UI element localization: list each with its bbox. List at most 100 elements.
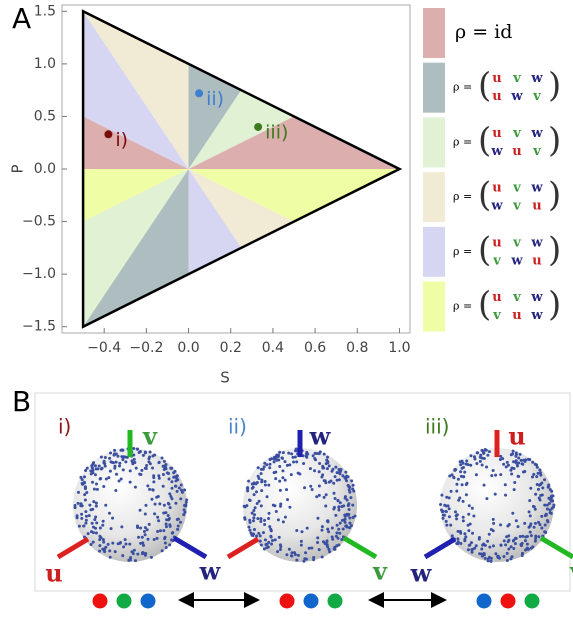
dot — [77, 502, 80, 505]
dot — [478, 536, 481, 539]
color-dot — [93, 594, 108, 609]
dot — [456, 537, 459, 540]
dot — [136, 553, 139, 556]
dot — [129, 469, 132, 472]
dot — [514, 542, 517, 545]
dot — [538, 496, 541, 499]
dot — [324, 479, 327, 482]
dot — [252, 486, 255, 489]
dot — [260, 489, 263, 492]
dot — [158, 477, 161, 480]
dot — [534, 540, 537, 543]
dot — [183, 504, 186, 507]
dot — [336, 471, 339, 474]
dot — [466, 482, 469, 485]
dot — [331, 526, 334, 529]
dot — [297, 472, 300, 475]
dot — [338, 532, 341, 535]
dot — [167, 472, 170, 475]
dot — [325, 540, 328, 543]
dot — [323, 453, 326, 456]
color-dot — [328, 594, 343, 609]
dot — [268, 525, 271, 528]
legend-letter: w — [530, 308, 543, 323]
dot — [151, 488, 154, 491]
dot — [89, 508, 92, 511]
dot — [256, 517, 259, 520]
dot — [91, 466, 94, 469]
dot — [165, 467, 168, 470]
dot — [165, 522, 168, 525]
dot — [108, 549, 111, 552]
dot — [257, 466, 260, 469]
legend-letter: w — [530, 181, 543, 196]
dot — [121, 448, 124, 451]
dot — [139, 526, 142, 529]
dot — [136, 448, 139, 451]
dot — [504, 543, 507, 546]
dot — [284, 516, 287, 519]
dot — [534, 522, 537, 525]
dot — [461, 483, 464, 486]
dot — [515, 537, 518, 540]
dot — [115, 461, 118, 464]
dot — [174, 475, 177, 478]
dot — [337, 509, 340, 512]
dot — [327, 530, 330, 533]
dot — [77, 491, 80, 494]
axis-letter: w — [199, 557, 222, 586]
paren: ) — [548, 285, 561, 325]
dot — [153, 512, 156, 515]
panel-label: A — [12, 2, 31, 35]
dot — [472, 515, 475, 518]
dot — [110, 527, 113, 530]
dot — [551, 507, 554, 510]
dot — [142, 544, 145, 547]
dot — [533, 526, 536, 529]
dot — [153, 538, 156, 541]
dot — [260, 517, 263, 520]
dot — [257, 532, 260, 535]
dot — [148, 523, 151, 526]
dot — [445, 524, 448, 527]
dot — [266, 495, 269, 498]
dot — [459, 542, 462, 545]
dot — [481, 463, 484, 466]
dot — [164, 542, 167, 545]
dot — [146, 484, 149, 487]
dot — [341, 519, 344, 522]
dot — [467, 529, 470, 532]
dot — [506, 559, 509, 562]
dot — [121, 554, 124, 557]
dot — [144, 467, 147, 470]
dot — [300, 544, 303, 547]
dot — [157, 474, 160, 477]
dot — [108, 457, 111, 460]
dot — [144, 513, 147, 516]
dot — [341, 474, 344, 477]
dot — [469, 464, 472, 467]
dot — [303, 557, 306, 560]
dot — [467, 463, 470, 466]
dot — [76, 516, 79, 519]
dot — [504, 483, 507, 486]
x-axis-label: S — [220, 369, 230, 387]
dot — [348, 522, 351, 525]
dot — [156, 516, 159, 519]
dot — [273, 456, 276, 459]
dot — [546, 504, 549, 507]
dot — [84, 487, 87, 490]
dot — [468, 544, 471, 547]
dot — [345, 513, 348, 516]
dot — [169, 467, 172, 470]
paren: ( — [478, 120, 491, 160]
dot — [475, 462, 478, 465]
dot — [335, 531, 338, 534]
dot — [271, 539, 274, 542]
dot — [451, 534, 454, 537]
paren: ( — [478, 285, 491, 325]
dot — [93, 488, 96, 491]
dot — [300, 530, 303, 533]
dot — [342, 504, 345, 507]
dot — [111, 517, 114, 520]
